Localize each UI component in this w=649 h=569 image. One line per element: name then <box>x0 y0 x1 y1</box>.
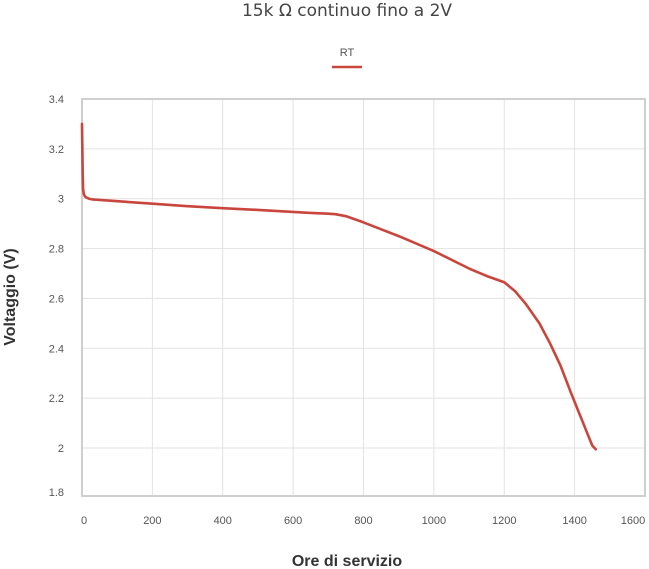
legend-label-rt: RT <box>340 47 355 59</box>
x-tick-label: 400 <box>214 515 232 527</box>
x-tick-label: 600 <box>284 515 302 527</box>
y-axis-ticks: 3.4 3.2 3 2.8 2.6 2.4 2.2 2 1.8 <box>49 94 64 499</box>
series-line-rt <box>80 122 598 451</box>
y-tick-label: 1.8 <box>49 487 64 499</box>
x-tick-label: 1600 <box>621 515 645 527</box>
x-tick-label: 1200 <box>492 515 516 527</box>
chart-title: 15k Ω continuo fino a 2V <box>242 1 452 21</box>
y-tick-label: 2.2 <box>49 393 64 405</box>
x-tick-label: 0 <box>81 515 87 527</box>
plot-frame <box>81 98 646 497</box>
x-tick-label: 800 <box>354 515 372 527</box>
y-tick-label: 2 <box>58 443 64 455</box>
legend: RT <box>332 47 362 69</box>
y-tick-label: 3 <box>58 194 64 206</box>
y-tick-label: 2.8 <box>49 244 64 256</box>
y-axis-label: Voltaggio (V) <box>2 248 19 345</box>
x-tick-label: 1000 <box>422 515 446 527</box>
grid <box>81 98 646 497</box>
x-tick-label: 1400 <box>562 515 586 527</box>
y-tick-label: 2.6 <box>49 293 64 305</box>
y-tick-label: 3.4 <box>49 94 64 106</box>
x-axis-ticks: 0 200 400 600 800 1000 1200 1400 1600 <box>81 515 645 527</box>
x-axis-label: Ore di servizio <box>292 553 402 569</box>
x-tick-label: 200 <box>143 515 161 527</box>
y-tick-label: 3.2 <box>49 144 64 156</box>
y-tick-label: 2.4 <box>49 343 64 355</box>
